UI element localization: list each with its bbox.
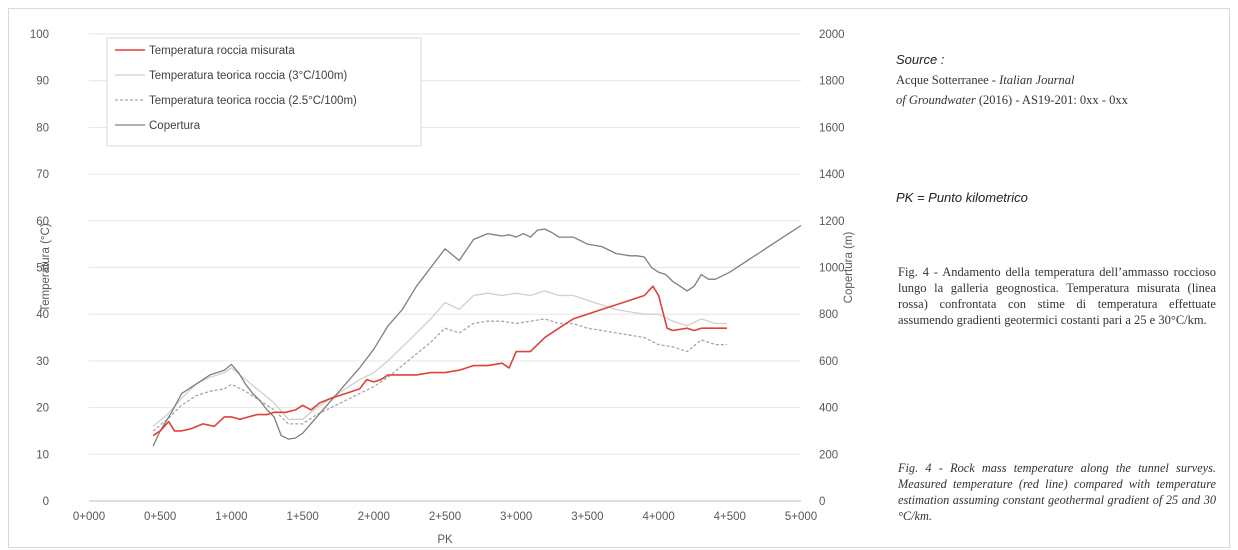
legend-label: Temperatura teorica roccia (3°C/100m): [149, 70, 347, 82]
y2-tick-label: 1600: [819, 122, 845, 134]
y2-tick-label: 2000: [819, 29, 845, 41]
legend-box: [106, 37, 422, 147]
y-tick-label: 0: [43, 496, 49, 508]
x-tick-label: 0+500: [144, 511, 176, 523]
y-tick-label: 90: [36, 76, 49, 88]
source-citation: (2016) - AS19-201: 0xx - 0xx: [975, 93, 1128, 107]
x-tick-label: 4+000: [642, 511, 674, 523]
x-tick-label: 3+000: [500, 511, 532, 523]
y-tick-label: 40: [36, 309, 49, 321]
x-axis-label: PK: [437, 534, 453, 546]
legend: Temperatura roccia misurata Temperatura t…: [106, 37, 422, 147]
pk-definition: PK = Punto kilometrico: [896, 190, 1028, 205]
source-publisher: Acque Sotterranee -: [896, 73, 1000, 87]
figure-frame: 0 10 20 30 40 50 60 70 80 90 100 0 200 400 600 800 1000 1…: [8, 8, 1230, 548]
x-tick-label: 5+000: [785, 511, 817, 523]
y-tick-label: 10: [36, 449, 49, 461]
y-tick-label: 30: [36, 356, 49, 368]
y2-tick-label: 1200: [819, 216, 845, 228]
y-tick-label: 50: [36, 263, 49, 275]
y2-tick-label: 1800: [819, 76, 845, 88]
y-tick-label: 20: [36, 403, 49, 415]
series-line-0: [152, 285, 727, 437]
series-line-2: [152, 318, 727, 432]
source-journal-line2: of Groundwater: [896, 93, 976, 107]
y-tick-label: 70: [36, 169, 49, 181]
source-label: Source :: [896, 52, 945, 67]
y-axis-label: Temperatura (°C): [40, 223, 52, 311]
y2-tick-label: 800: [819, 309, 838, 321]
x-tick-label: 3+500: [571, 511, 603, 523]
y-tick-label: 60: [36, 216, 49, 228]
temperature-chart: 0102030405060708090100020040060080010001…: [30, 29, 855, 546]
x-tick-label: 1+000: [215, 511, 247, 523]
y2-tick-label: 1400: [819, 169, 845, 181]
y2-tick-label: 600: [819, 356, 838, 368]
series-line-1: [152, 290, 727, 427]
caption-italian: Fig. 4 - Andamento della temperatura del…: [898, 265, 1216, 327]
caption-english: Fig. 4 - Rock mass temperature along the…: [898, 461, 1216, 523]
x-tick-label: 1+500: [286, 511, 318, 523]
y-tick-label: 100: [30, 29, 49, 41]
y2-axis-label: Copertura (m): [843, 232, 855, 304]
x-tick-label: 0+000: [73, 511, 105, 523]
side-panel: Source : Acque Sotterranee - Italian Jou…: [888, 0, 1218, 550]
x-tick-label: 4+500: [714, 511, 746, 523]
y2-tick-label: 200: [819, 449, 838, 461]
x-tick-label: 2+000: [358, 511, 390, 523]
legend-label: Temperatura roccia misurata: [149, 45, 295, 57]
source-reference: Acque Sotterranee - Italian Journal of G…: [896, 70, 1216, 110]
y-tick-label: 80: [36, 122, 49, 134]
series-line-3: [152, 224, 802, 447]
y2-tick-label: 400: [819, 403, 838, 415]
legend-label: Temperatura teorica roccia (2.5°C/100m): [149, 95, 357, 107]
source-journal-line1: Italian Journal: [999, 73, 1075, 87]
y2-tick-label: 0: [819, 496, 825, 508]
tick-labels: 0102030405060708090100020040060080010001…: [30, 29, 845, 523]
series-lines: [152, 224, 802, 447]
x-tick-label: 2+500: [429, 511, 461, 523]
y2-tick-label: 1000: [819, 263, 845, 275]
legend-label: Copertura: [149, 120, 201, 132]
